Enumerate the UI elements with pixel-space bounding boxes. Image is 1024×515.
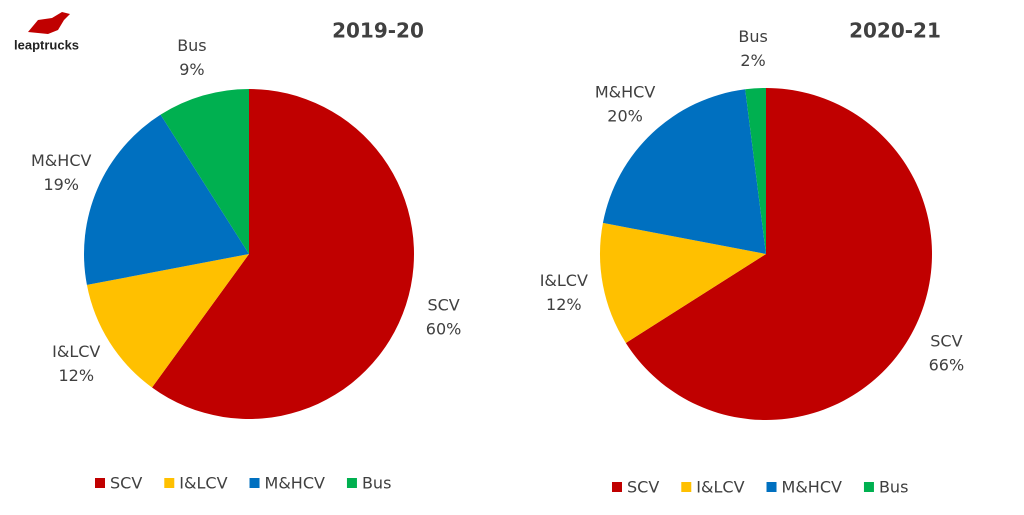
- pie-slice: [600, 222, 766, 343]
- chart-title: 2020-21: [849, 19, 941, 43]
- slice-label-name: M&HCV: [595, 82, 655, 101]
- slice-label-name: Bus: [738, 27, 767, 46]
- slice-label-value: 19%: [43, 175, 79, 194]
- slice-label-name: SCV: [427, 296, 459, 315]
- legend-label: I&LCV: [179, 474, 227, 493]
- slice-label-value: 12%: [546, 295, 582, 314]
- legend-label: I&LCV: [696, 478, 744, 497]
- legend-label: SCV: [627, 478, 659, 497]
- legend-swatch: [612, 482, 622, 492]
- pie-slice: [86, 254, 249, 388]
- slice-label-name: M&HCV: [31, 151, 91, 170]
- slice-label-name: SCV: [930, 332, 962, 351]
- chart-title: 2019-20: [332, 19, 424, 43]
- slice-label-value: 60%: [426, 320, 462, 339]
- legend-swatch: [164, 478, 175, 488]
- logo-text: leaptrucks: [14, 37, 79, 52]
- pie-slice: [83, 114, 249, 285]
- slice-label-value: 12%: [58, 366, 94, 385]
- pie-slice: [152, 89, 414, 419]
- pie-slice: [745, 88, 766, 254]
- legend-swatch: [249, 478, 260, 488]
- legend-label: Bus: [362, 474, 391, 493]
- legend-swatch: [863, 482, 874, 492]
- slice-label-value: 20%: [607, 106, 643, 125]
- legend-swatch: [766, 482, 777, 492]
- legend-label: M&HCV: [265, 474, 325, 493]
- slice-label-value: 66%: [929, 356, 965, 375]
- slice-label-name: I&LCV: [540, 271, 588, 290]
- legend-label: M&HCV: [782, 478, 842, 497]
- pie-slice: [602, 89, 766, 254]
- logo-icon: [28, 12, 70, 34]
- slice-label-value: 2%: [740, 51, 765, 70]
- pie-slice: [160, 89, 249, 254]
- logo: leaptrucks: [14, 12, 79, 52]
- slice-label-name: I&LCV: [52, 342, 100, 361]
- slice-label-name: Bus: [177, 36, 206, 55]
- legend-swatch: [346, 478, 357, 488]
- pie-slice: [625, 88, 932, 421]
- slice-label-value: 9%: [179, 60, 204, 79]
- legend-label: SCV: [110, 474, 142, 493]
- legend-label: Bus: [879, 478, 908, 497]
- legend-swatch: [681, 482, 692, 492]
- legend-swatch: [95, 478, 105, 488]
